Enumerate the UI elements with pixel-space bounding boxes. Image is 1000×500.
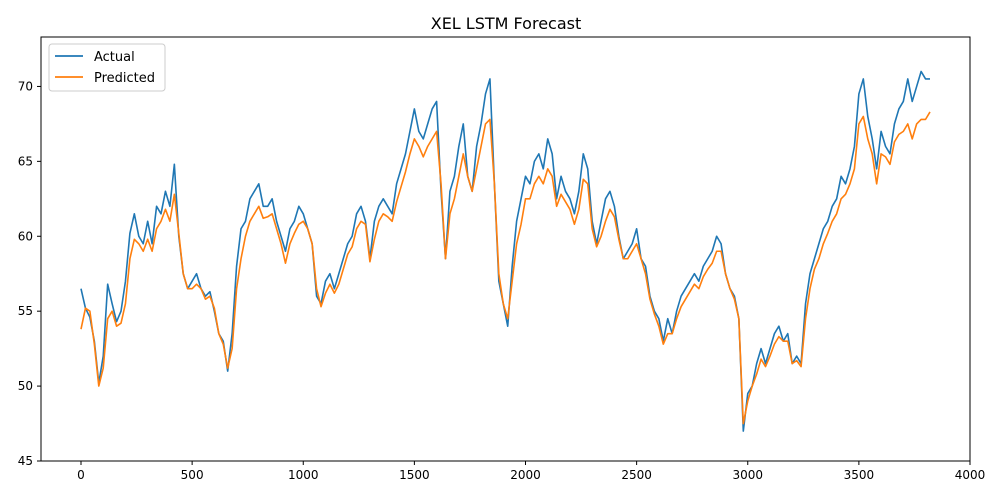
x-tick-label: 4000 xyxy=(955,468,986,482)
x-tick-label: 3000 xyxy=(732,468,763,482)
x-tick-label: 500 xyxy=(181,468,204,482)
y-tick-label: 65 xyxy=(18,154,33,168)
legend: Actual Predicted xyxy=(48,43,166,92)
x-tick-label: 2500 xyxy=(621,468,652,482)
legend-label-predicted: Predicted xyxy=(94,71,155,86)
y-tick-label: 70 xyxy=(18,79,33,93)
y-tick-label: 60 xyxy=(18,229,33,243)
x-tick-label: 3500 xyxy=(844,468,875,482)
chart-title: XEL LSTM Forecast xyxy=(431,14,582,33)
series-layer xyxy=(80,70,931,432)
legend-label-actual: Actual xyxy=(94,50,135,65)
x-tick-label: 1500 xyxy=(399,468,430,482)
x-tick-label: 1000 xyxy=(288,468,319,482)
plot-frame xyxy=(40,36,971,462)
series-line-actual xyxy=(80,70,930,432)
x-tick-label: 0 xyxy=(77,468,85,482)
y-tick-label: 45 xyxy=(18,454,33,468)
y-tick-label: 50 xyxy=(18,379,33,393)
ticks-layer: 0 500 1000 1500 2000 2500 3000 3500 4000 45 50 55 60… xyxy=(18,79,986,482)
x-tick-label: 2000 xyxy=(510,468,541,482)
series-line-predicted xyxy=(80,111,931,425)
y-tick-label: 55 xyxy=(18,304,33,318)
